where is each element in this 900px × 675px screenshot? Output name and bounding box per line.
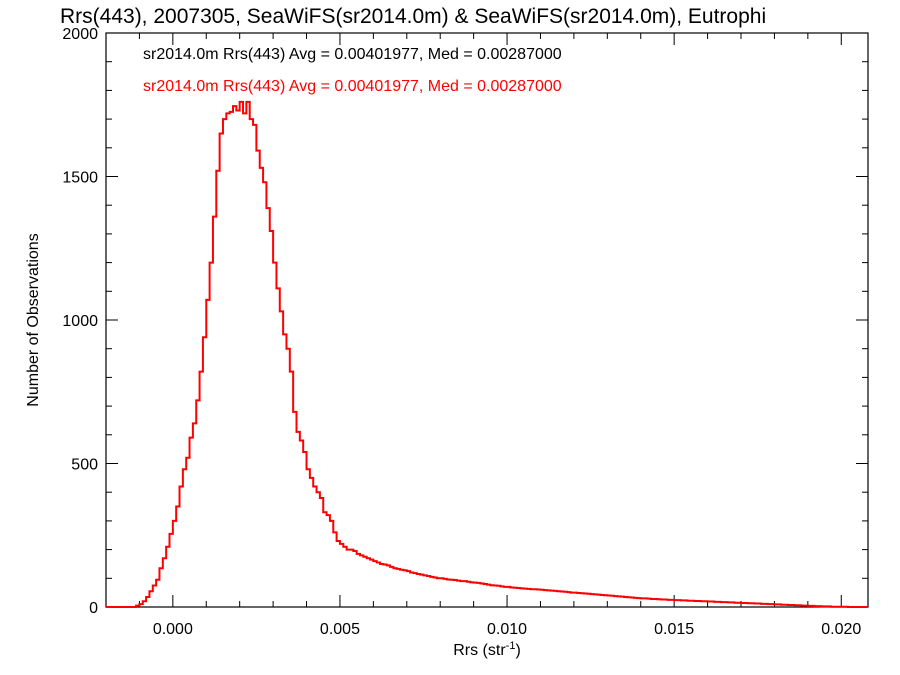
x-tick-labels: 0.000 0.005 0.010 0.015 0.020 — [153, 621, 862, 638]
x-tick-label: 0.010 — [487, 621, 527, 638]
chart-title: Rrs(443), 2007305, SeaWiFS(sr2014.0m) & … — [60, 5, 766, 28]
x-axis-title: Rrs (str-1) — [453, 640, 521, 659]
x-axis-title-superscript: -1 — [506, 640, 516, 652]
x-tick-label: 0.005 — [320, 621, 360, 638]
y-tick-label: 500 — [71, 457, 98, 474]
x-tick-label: 0.015 — [654, 621, 694, 638]
y-axis-title: Number of Observations — [25, 233, 42, 406]
x-axis-title-close: ) — [515, 642, 520, 659]
x-axis-title-main: Rrs (str — [453, 642, 506, 659]
x-tick-label: 0.000 — [153, 621, 193, 638]
y-tick-label: 1000 — [62, 313, 98, 330]
x-tick-label: 0.020 — [821, 621, 861, 638]
legend-entry-1: sr2014.0m Rrs(443) Avg = 0.00401977, Med… — [143, 46, 562, 63]
y-tick-label: 1500 — [62, 170, 98, 187]
plot-area — [106, 33, 868, 607]
histogram-series-line — [106, 102, 868, 607]
y-tick-labels: 0 500 1000 1500 2000 — [62, 26, 98, 617]
y-tick-label: 0 — [89, 600, 98, 617]
y-tick-label: 2000 — [62, 26, 98, 43]
tick-marks — [106, 33, 868, 607]
legend-entry-2: sr2014.0m Rrs(443) Avg = 0.00401977, Med… — [143, 78, 562, 95]
